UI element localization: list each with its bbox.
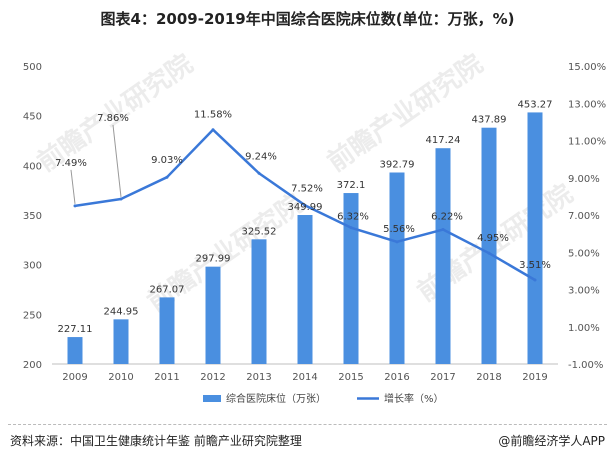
footer-divider (8, 424, 607, 425)
legend-bar-label: 综合医院床位（万张） (226, 392, 326, 405)
line-point (395, 240, 399, 244)
x-tick-label: 2017 (430, 372, 455, 383)
x-tick-label: 2018 (476, 372, 501, 383)
x-tick-label: 2016 (384, 372, 409, 383)
legend-bar-swatch (203, 395, 221, 402)
line-point (211, 128, 215, 132)
bar-value-label: 392.79 (380, 159, 415, 170)
line-point (441, 228, 445, 232)
axes: 200 250 300 350 400 450 500 -1.00% 1.00% 3.00% 5.0… (23, 62, 606, 383)
bar (435, 148, 451, 364)
bar-value-label: 437.89 (472, 115, 507, 126)
x-tick-label: 2013 (246, 372, 271, 383)
bar-value-label: 417.24 (426, 135, 461, 146)
line-value-label: 6.32% (337, 212, 369, 223)
y-left-tick-label: 350 (23, 211, 42, 222)
bar (297, 215, 313, 364)
line-point (349, 226, 353, 230)
line-point (119, 197, 123, 201)
y-right-tick-label: 13.00% (568, 99, 606, 110)
line-value-label: 7.52% (291, 183, 323, 194)
line-value-label: 7.86% (97, 113, 129, 124)
bar-series (67, 112, 543, 365)
y-left-tick-label: 300 (23, 261, 42, 272)
line-point (487, 251, 491, 255)
bar-value-label: 227.11 (58, 324, 93, 335)
bar-value-label: 297.99 (196, 254, 231, 265)
bar (389, 172, 405, 364)
line-point (533, 278, 537, 282)
x-tick-label: 2011 (154, 372, 179, 383)
bar (527, 112, 543, 365)
combo-chart: 前瞻产业研究院前瞻产业研究院前瞻产业研究院前瞻产业研究院 20025030035… (23, 48, 606, 405)
y-right-tick-label: 5.00% (568, 248, 600, 259)
line-value-label: 9.03% (151, 155, 183, 166)
legend: 综合医院床位（万张） 增长率（%） (203, 392, 444, 405)
x-tick-label: 2014 (292, 372, 317, 383)
leader-line (112, 124, 122, 198)
x-tick-label: 2015 (338, 372, 363, 383)
bar-value-label: 453.27 (518, 99, 553, 110)
line-value-label: 3.51% (519, 260, 551, 271)
data-labels: 227.11 244.95 267.07 297.99 325.52 349.99 372.… (55, 99, 552, 335)
y-right-tick-label: 7.00% (568, 211, 600, 222)
line-value-label: 4.95% (477, 233, 509, 244)
bar (251, 239, 267, 364)
y-left-tick-label: 400 (23, 161, 42, 172)
x-tick-label: 2010 (108, 372, 133, 383)
source-note: 资料来源：中国卫生健康统计年鉴 前瞻产业研究院整理 (10, 434, 302, 448)
legend-line-label: 增长率（%） (384, 392, 444, 405)
line-point (257, 171, 261, 175)
bar-value-label: 267.07 (150, 284, 185, 295)
bar (481, 127, 497, 365)
line-value-label: 9.24% (245, 151, 277, 162)
chart-title: 图表4：2009-2019年中国综合医院床位数(单位：万张，%) (100, 10, 515, 28)
line-value-label: 5.56% (383, 224, 415, 235)
line-point (73, 204, 77, 208)
leader-line (70, 169, 76, 204)
y-left-tick-label: 200 (23, 360, 42, 371)
x-tick-label: 2009 (62, 372, 87, 383)
y-right-tick-label: 9.00% (568, 174, 600, 185)
bar (159, 297, 175, 364)
y-left-tick-label: 250 (23, 310, 42, 321)
watermark-text: 前瞻产业研究院 (322, 48, 489, 178)
brand-credit: @前瞻经济学人APP (498, 434, 605, 448)
x-tick-label: 2019 (522, 372, 547, 383)
y-right-tick-label: 3.00% (568, 286, 600, 297)
bar-value-label: 244.95 (104, 306, 139, 317)
line-series (73, 128, 537, 282)
y-right-tick-label: 15.00% (568, 62, 606, 73)
line-point (303, 203, 307, 207)
y-right-tick-label: 1.00% (568, 323, 600, 334)
line-value-label: 7.49% (55, 158, 87, 169)
bar-value-label: 372.1 (337, 180, 366, 191)
y-left-tick-label: 500 (23, 62, 42, 73)
bar-value-label: 325.52 (242, 226, 277, 237)
y-right-tick-label: 11.00% (568, 137, 606, 148)
bar (205, 266, 221, 364)
line-value-label: 11.58% (194, 110, 232, 121)
x-tick-label: 2012 (200, 372, 225, 383)
line-point (165, 175, 169, 179)
y-right-tick-label: -1.00% (568, 360, 603, 371)
line-value-label: 6.22% (431, 212, 463, 223)
bar (113, 319, 129, 364)
bar-value-label: 349.99 (288, 202, 323, 213)
y-left-tick-label: 450 (23, 112, 42, 123)
bar (343, 193, 359, 364)
bar (67, 337, 83, 364)
